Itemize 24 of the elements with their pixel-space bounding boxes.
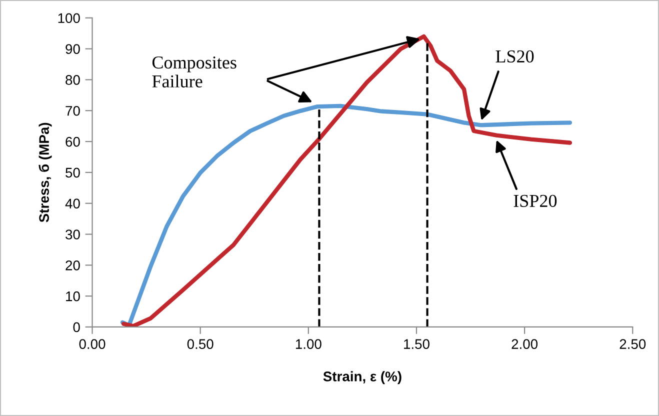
x-tick-label: 0.00 — [79, 339, 106, 349]
text: LS20 — [496, 50, 534, 63]
line-series — [120, 104, 572, 327]
y-tick-label: 20 — [66, 260, 80, 270]
x-tick-label: 1.50 — [404, 339, 430, 349]
y-tick-label: 0 — [73, 322, 80, 332]
y-tick-label: 100 — [58, 13, 80, 24]
y-tick-label: 70 — [66, 106, 80, 116]
y-tick-label: 40 — [65, 198, 80, 209]
y-tick-label: 30 — [66, 230, 80, 240]
y-tick-label: 50 — [66, 168, 80, 178]
x-tick-label: 2.50 — [620, 339, 646, 349]
x-tick-label: 2.00 — [512, 339, 538, 349]
y-tick-label: 80 — [66, 75, 80, 85]
y-tick-label: 90 — [66, 44, 80, 54]
line-series — [122, 34, 572, 327]
annotation: Composites Failure — [152, 56, 236, 88]
x-tick-label: 1.00 — [296, 339, 322, 349]
y-tick-label: 10 — [66, 291, 80, 302]
x-tick-label: 0.50 — [187, 339, 214, 349]
text: ISP20 — [514, 194, 557, 207]
y-axis-title: Stress, б (MPa) — [38, 122, 52, 222]
x-axis-title: Strain, ε (%) — [323, 371, 402, 384]
y-tick-label: 60 — [66, 136, 80, 147]
